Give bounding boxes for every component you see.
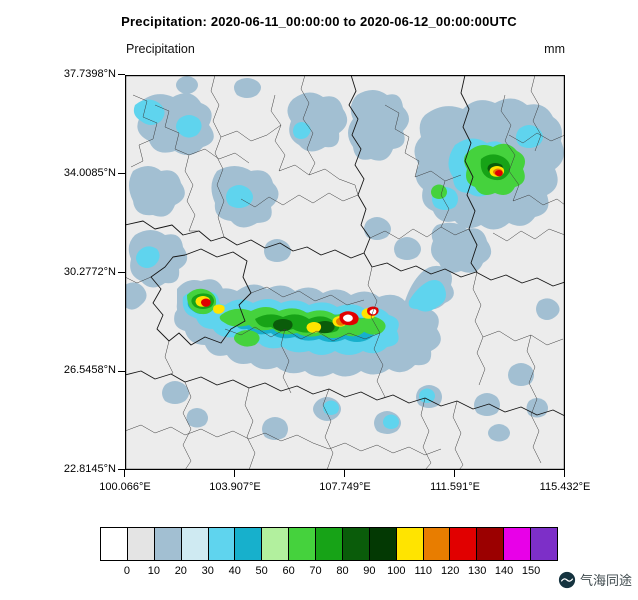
lat-tick-label: 26.5458°N [63,364,116,376]
lon-tick-mark [344,470,346,477]
colorbar-tick-label: 150 [521,565,541,577]
colorbar-cell [342,528,370,560]
colorbar-tick-label: 40 [228,565,241,577]
colorbar-tick-label: 80 [336,565,349,577]
province-boundaries [125,75,565,417]
map-frame [125,75,565,470]
colorbar-cell [235,528,263,560]
colorbar-tick-label: 60 [282,565,295,577]
colorbar-cell [477,528,505,560]
colorbar-cell [423,528,451,560]
brand-logo-icon [558,571,576,588]
colorbar-cell [262,528,290,560]
lon-tick-mark [564,470,566,477]
lon-tick-label: 100.066°E [99,481,151,493]
colorbar-tick-label: 10 [147,565,160,577]
colorbar-cell [208,528,236,560]
units-label: mm [544,42,565,56]
colorbar-cell [101,528,128,560]
lat-tick-mark [118,74,125,76]
colorbar-tick-label: 20 [174,565,187,577]
colorbar-tick-label: 140 [494,565,514,577]
lon-tick-label: 107.749°E [319,481,371,493]
plot-title: Precipitation: 2020-06-11_00:00:00 to 20… [121,14,517,29]
lat-tick-label: 30.2772°N [63,266,116,278]
colorbar-cell [396,528,424,560]
brand: 气海同途 [558,570,632,589]
colorbar-cell [369,528,397,560]
lon-tick-mark [124,470,126,477]
colorbar-tick-label: 50 [255,565,268,577]
lat-tick-mark [118,371,125,373]
lat-tick-mark [118,272,125,274]
colorbar-tick-label: 30 [201,565,214,577]
colorbar-cell [504,528,531,560]
lon-tick-label: 115.432°E [539,481,591,493]
county-boundaries [125,75,565,470]
colorbar-cell [289,528,316,560]
colorbar-cell [181,528,209,560]
lon-tick-label: 103.907°E [209,481,261,493]
lon-tick-mark [454,470,456,477]
lat-tick-label: 22.8145°N [63,463,116,475]
colorbar-tick-label: 110 [414,565,433,577]
colorbar-cell [154,528,182,560]
colorbar [100,527,558,561]
colorbar-tick-label: 0 [123,565,130,577]
colorbar-cell [316,528,343,560]
colorbar-tick-label: 70 [309,565,322,577]
colorbar-tick-label: 100 [387,565,406,577]
lat-tick-label: 37.7398°N [63,68,116,80]
lon-tick-mark [234,470,236,477]
colorbar-cell [531,528,557,560]
lon-tick-label: 111.591°E [430,481,480,493]
precipitation-map [125,75,565,470]
colorbar-tick-label: 90 [363,565,376,577]
colorbar-labels: 0 10 20 30 40 50 60 70 80 90 100 110 120 130 140 150 [100,565,558,581]
colorbar-cell [450,528,478,560]
lat-tick-mark [118,173,125,175]
left-axis-title: Precipitation [126,42,195,56]
lat-tick-label: 34.0085°N [63,167,116,179]
brand-text: 气海同途 [579,573,632,588]
lat-tick-mark [118,469,125,471]
colorbar-tick-label: 130 [467,565,487,577]
colorbar-tick-label: 120 [441,565,460,577]
colorbar-cell [127,528,155,560]
